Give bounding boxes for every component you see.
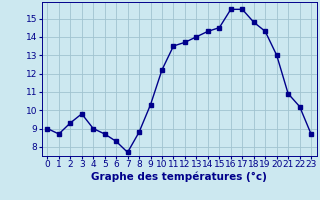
X-axis label: Graphe des températures (°c): Graphe des températures (°c) <box>91 172 267 182</box>
